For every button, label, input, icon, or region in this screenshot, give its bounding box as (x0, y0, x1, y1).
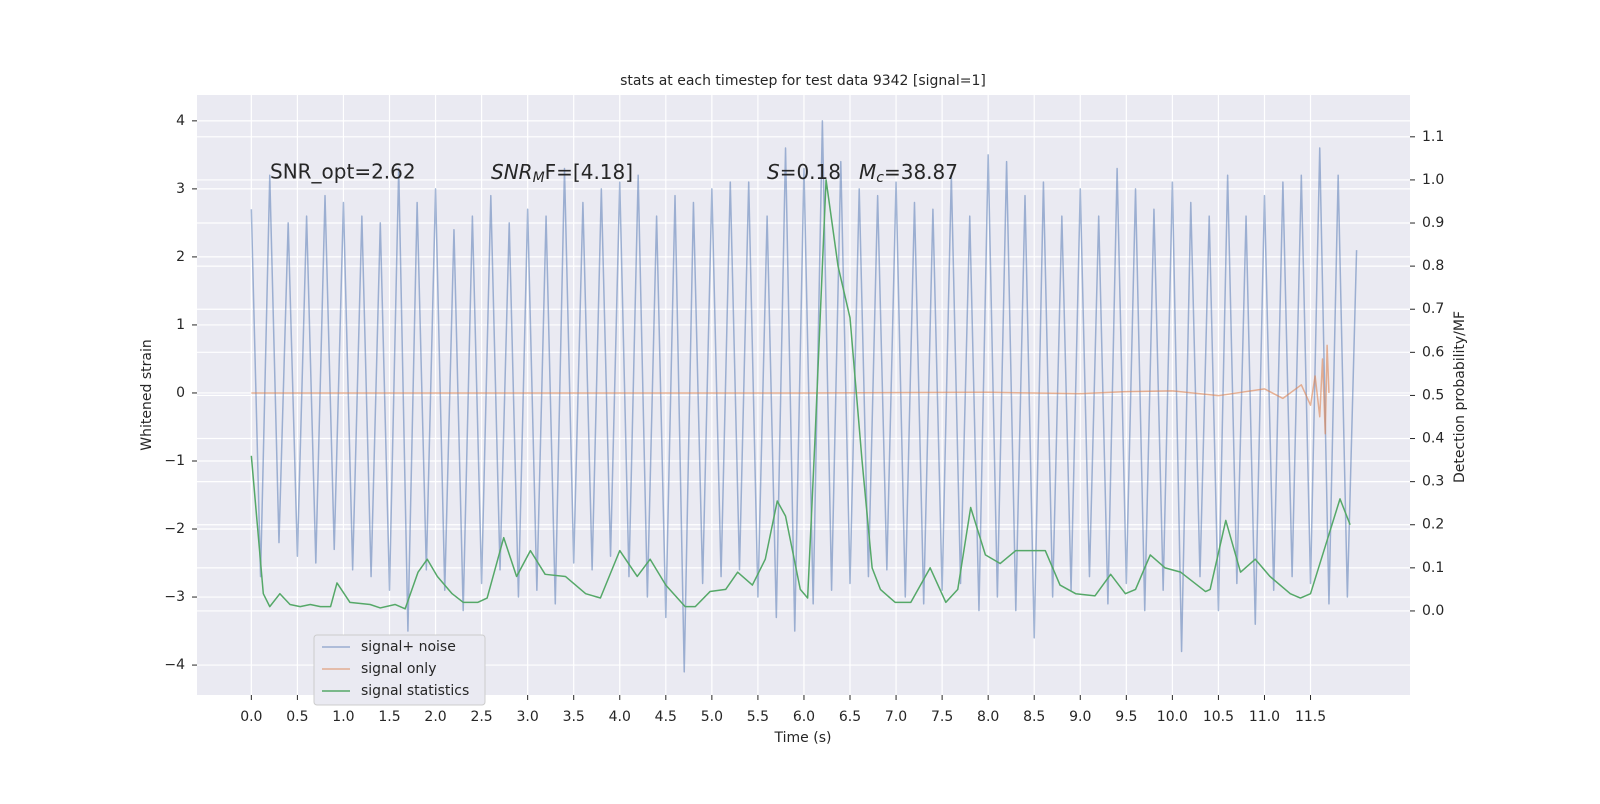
x-tick-label: 10.0 (1157, 709, 1188, 725)
chart-title: stats at each timestep for test data 934… (620, 73, 986, 89)
y-tick-label: 3 (176, 181, 185, 197)
annotation-part: M (533, 170, 545, 186)
annotation: SNRMF=[4.18] (491, 160, 633, 187)
y2-tick-label: 0.4 (1422, 431, 1444, 447)
y2-tick-label: 0.5 (1422, 387, 1444, 403)
annotation-part: c (876, 170, 884, 186)
y-tick-label: 1 (176, 317, 185, 333)
x-axis-label: Time (s) (774, 730, 832, 746)
x-tick-label: 1.0 (332, 709, 354, 725)
x-tick-label: 6.5 (839, 709, 861, 725)
y-tick-label: −4 (164, 657, 185, 673)
y2-tick-label: 0.2 (1422, 517, 1444, 533)
x-tick-label: 0.0 (240, 709, 262, 725)
x-tick-label: 10.5 (1203, 709, 1234, 725)
y2-tick-label: 0.0 (1422, 603, 1444, 619)
legend: signal+ noise signal only signal statistic… (313, 634, 486, 706)
y-tick-label: 0 (176, 385, 185, 401)
legend-label: signal statistics (361, 683, 469, 699)
x-tick-label: 4.5 (655, 709, 677, 725)
x-tick-label: 7.0 (885, 709, 907, 725)
x-tick-label: 5.0 (701, 709, 723, 725)
x-tick-label: 6.0 (793, 709, 815, 725)
x-tick-label: 9.5 (1115, 709, 1137, 725)
x-tick-label: 11.0 (1249, 709, 1280, 725)
x-tick-label: 5.5 (747, 709, 769, 725)
y2-tick-label: 0.3 (1422, 474, 1444, 490)
x-tick-label: 3.5 (563, 709, 585, 725)
x-tick-label: 8.0 (977, 709, 999, 725)
y2-tick-label: 1.0 (1422, 172, 1444, 188)
legend-label: signal+ noise (361, 639, 456, 655)
y-axis-label: Whitened strain (139, 339, 155, 450)
annotation-part: M (859, 160, 876, 184)
y2-tick-label: 0.8 (1422, 258, 1444, 274)
y-tick-label: 4 (176, 113, 185, 129)
x-tick-label: 2.0 (424, 709, 446, 725)
y-tick-label: −3 (164, 589, 185, 605)
annotation-part: S (767, 160, 780, 184)
annotation-part: F=[4.18] (545, 160, 633, 184)
y2-tick-label: 0.1 (1422, 560, 1444, 576)
y2-tick-label: 0.7 (1422, 301, 1444, 317)
legend-box (313, 634, 486, 706)
series-line (250, 120, 1358, 673)
y2-tick-label: 0.9 (1422, 215, 1444, 231)
x-tick-label: 7.5 (931, 709, 953, 725)
annotation: Mc=38.87 (859, 160, 958, 187)
y-tick-label: −2 (164, 521, 185, 537)
annotation: SNR_opt=2.62 (270, 160, 416, 184)
annotation-part: =38.87 (884, 160, 958, 184)
x-tick-label: 0.5 (286, 709, 308, 725)
annotation-part: SNR (491, 160, 533, 184)
x-tick-label: 9.0 (1069, 709, 1091, 725)
series-line (251, 344, 1330, 435)
series-line (250, 179, 1351, 610)
x-tick-label: 4.0 (609, 709, 631, 725)
x-tick-label: 3.0 (517, 709, 539, 725)
y2-tick-label: 1.1 (1422, 129, 1444, 145)
y-tick-label: −1 (164, 453, 185, 469)
annotation: S=0.18 (767, 160, 841, 184)
y2-axis-label: Detection probability/MF (1452, 311, 1468, 483)
y2-tick-label: 0.6 (1422, 344, 1444, 360)
y-tick-label: 2 (176, 249, 185, 265)
x-tick-label: 11.5 (1295, 709, 1326, 725)
x-tick-label: 8.5 (1023, 709, 1045, 725)
x-tick-label: 1.5 (378, 709, 400, 725)
legend-label: signal only (361, 661, 436, 677)
annotation-part: =0.18 (780, 160, 841, 184)
x-tick-label: 2.5 (470, 709, 492, 725)
